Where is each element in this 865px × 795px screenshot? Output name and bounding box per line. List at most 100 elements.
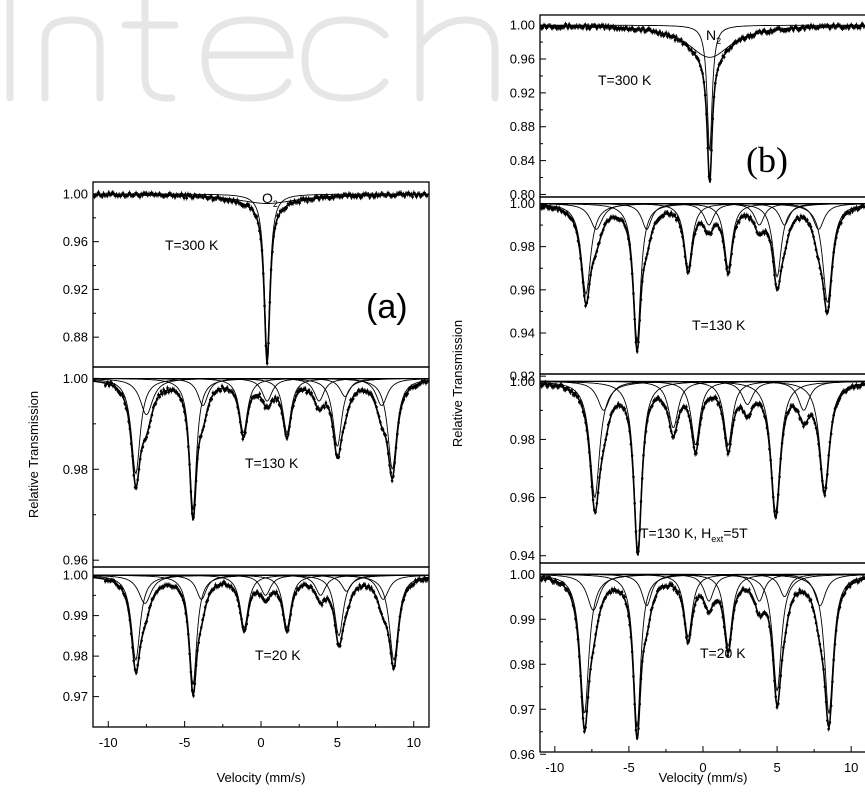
data-point — [245, 420, 249, 423]
data-point — [327, 598, 330, 601]
data-point — [698, 423, 702, 426]
data-point — [719, 405, 722, 409]
data-point — [151, 406, 155, 409]
data-point — [284, 433, 287, 436]
data-point — [601, 600, 605, 604]
data-point — [351, 397, 355, 401]
data-point — [775, 705, 779, 709]
data-point — [633, 502, 636, 505]
data-point — [249, 598, 252, 602]
data-point — [341, 195, 344, 199]
data-point — [608, 27, 611, 31]
data-point — [338, 447, 342, 451]
data-point — [664, 31, 668, 35]
data-point — [370, 586, 373, 589]
data-point — [765, 426, 769, 430]
measured-points — [93, 189, 429, 366]
data-point — [832, 23, 835, 26]
measured-points — [540, 21, 865, 182]
data-point — [310, 391, 313, 395]
data-point — [237, 604, 241, 608]
data-point — [678, 595, 682, 599]
data-point — [415, 580, 419, 584]
subpanel-3: 1.00 0.99 0.98 0.97 0.96 T=20 K — [510, 562, 865, 762]
data-point — [702, 406, 706, 409]
data-point — [776, 286, 780, 290]
data-point — [324, 196, 327, 200]
data-point — [183, 602, 186, 605]
data-point — [292, 404, 295, 408]
data-point — [822, 668, 825, 671]
data-point — [697, 59, 701, 62]
component-curve — [540, 573, 865, 598]
data-point — [138, 457, 142, 461]
data-point — [686, 409, 689, 413]
x-tick-label: 10 — [844, 760, 858, 775]
data-point — [857, 580, 861, 583]
data-point — [158, 395, 162, 399]
y-tick-label: 0.94 — [510, 548, 535, 563]
data-point — [837, 399, 841, 403]
y-tick-label: 0.96 — [63, 553, 88, 568]
data-point — [203, 419, 207, 422]
data-point — [176, 587, 180, 591]
data-point — [565, 211, 568, 214]
data-point — [833, 642, 837, 646]
data-point — [645, 632, 649, 636]
data-point — [257, 592, 260, 596]
data-point — [685, 405, 688, 409]
data-point — [209, 591, 212, 595]
data-point — [579, 257, 582, 260]
data-point — [153, 593, 156, 597]
data-point — [272, 590, 276, 594]
data-point — [696, 597, 699, 601]
data-point — [656, 589, 659, 593]
data-point — [595, 27, 599, 30]
component-curve — [93, 377, 429, 397]
data-point — [576, 239, 580, 243]
data-point — [734, 411, 737, 415]
data-point — [620, 218, 624, 222]
data-point — [851, 384, 854, 387]
data-point — [367, 193, 370, 196]
data-point — [320, 194, 324, 198]
data-point — [788, 28, 791, 32]
data-point — [425, 194, 429, 198]
data-point — [734, 601, 737, 605]
data-point — [399, 406, 403, 410]
y-tick-label: 0.96 — [510, 52, 535, 67]
data-point — [832, 251, 835, 254]
data-point — [862, 25, 865, 28]
data-point — [273, 395, 277, 399]
data-point — [591, 261, 595, 265]
data-point — [637, 727, 640, 730]
data-point — [851, 210, 854, 213]
y-tick-label: 0.92 — [510, 85, 535, 100]
data-point — [771, 495, 775, 499]
data-point — [576, 638, 580, 641]
data-point — [666, 412, 669, 415]
data-point — [585, 429, 589, 432]
data-point — [798, 218, 801, 222]
data-point — [289, 613, 293, 616]
data-point — [392, 474, 395, 478]
data-point — [657, 32, 660, 36]
data-point — [719, 61, 722, 65]
data-point — [826, 473, 829, 476]
data-point — [788, 408, 791, 412]
data-point — [836, 616, 839, 620]
data-point — [779, 269, 783, 273]
data-point — [178, 194, 182, 198]
data-point — [744, 216, 747, 219]
data-point — [145, 620, 149, 623]
data-point — [698, 64, 702, 68]
data-point — [274, 222, 278, 225]
data-point — [817, 257, 820, 261]
x-tick-label: 5 — [773, 760, 780, 775]
data-point — [778, 279, 781, 283]
data-point — [611, 25, 615, 28]
data-point — [325, 596, 329, 599]
data-point — [599, 25, 602, 29]
y-tick-label: 0.97 — [510, 702, 535, 717]
